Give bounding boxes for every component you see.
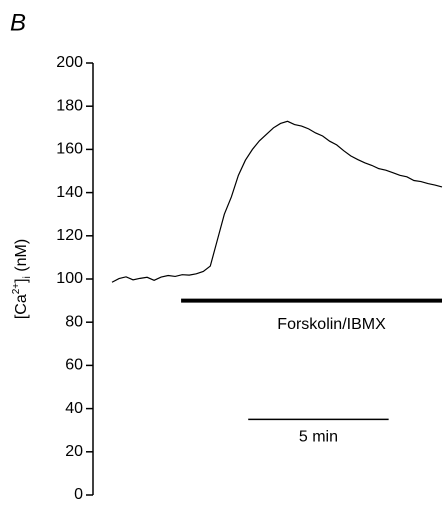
panel-label: B	[10, 9, 26, 36]
y-tick-label: 200	[56, 54, 83, 71]
y-tick-label: 60	[65, 357, 83, 374]
y-label-unit: (nM)	[13, 239, 30, 276]
y-tick-label: 80	[65, 313, 83, 330]
y-tick-label: 100	[56, 270, 83, 287]
y-tick-label: 160	[56, 141, 83, 158]
treatment-label: Forskolin/IBMX	[277, 316, 386, 333]
y-tick-label: 40	[65, 400, 83, 417]
y-label-part: [Ca	[13, 294, 30, 319]
y-tick-label: 0	[74, 486, 83, 503]
y-label-part: ]	[13, 278, 30, 282]
scale-bar-label: 5 min	[299, 429, 338, 446]
y-tick-label: 20	[65, 443, 83, 460]
y-tick-label: 120	[56, 227, 83, 244]
trace	[111, 120, 443, 283]
y-tick-label: 180	[56, 97, 83, 114]
y-axis-label: [Ca2+]i (nM)	[11, 239, 33, 319]
y-label-sub: i	[22, 276, 33, 278]
y-tick-label: 140	[56, 184, 83, 201]
y-label-sup: 2+	[11, 283, 22, 295]
